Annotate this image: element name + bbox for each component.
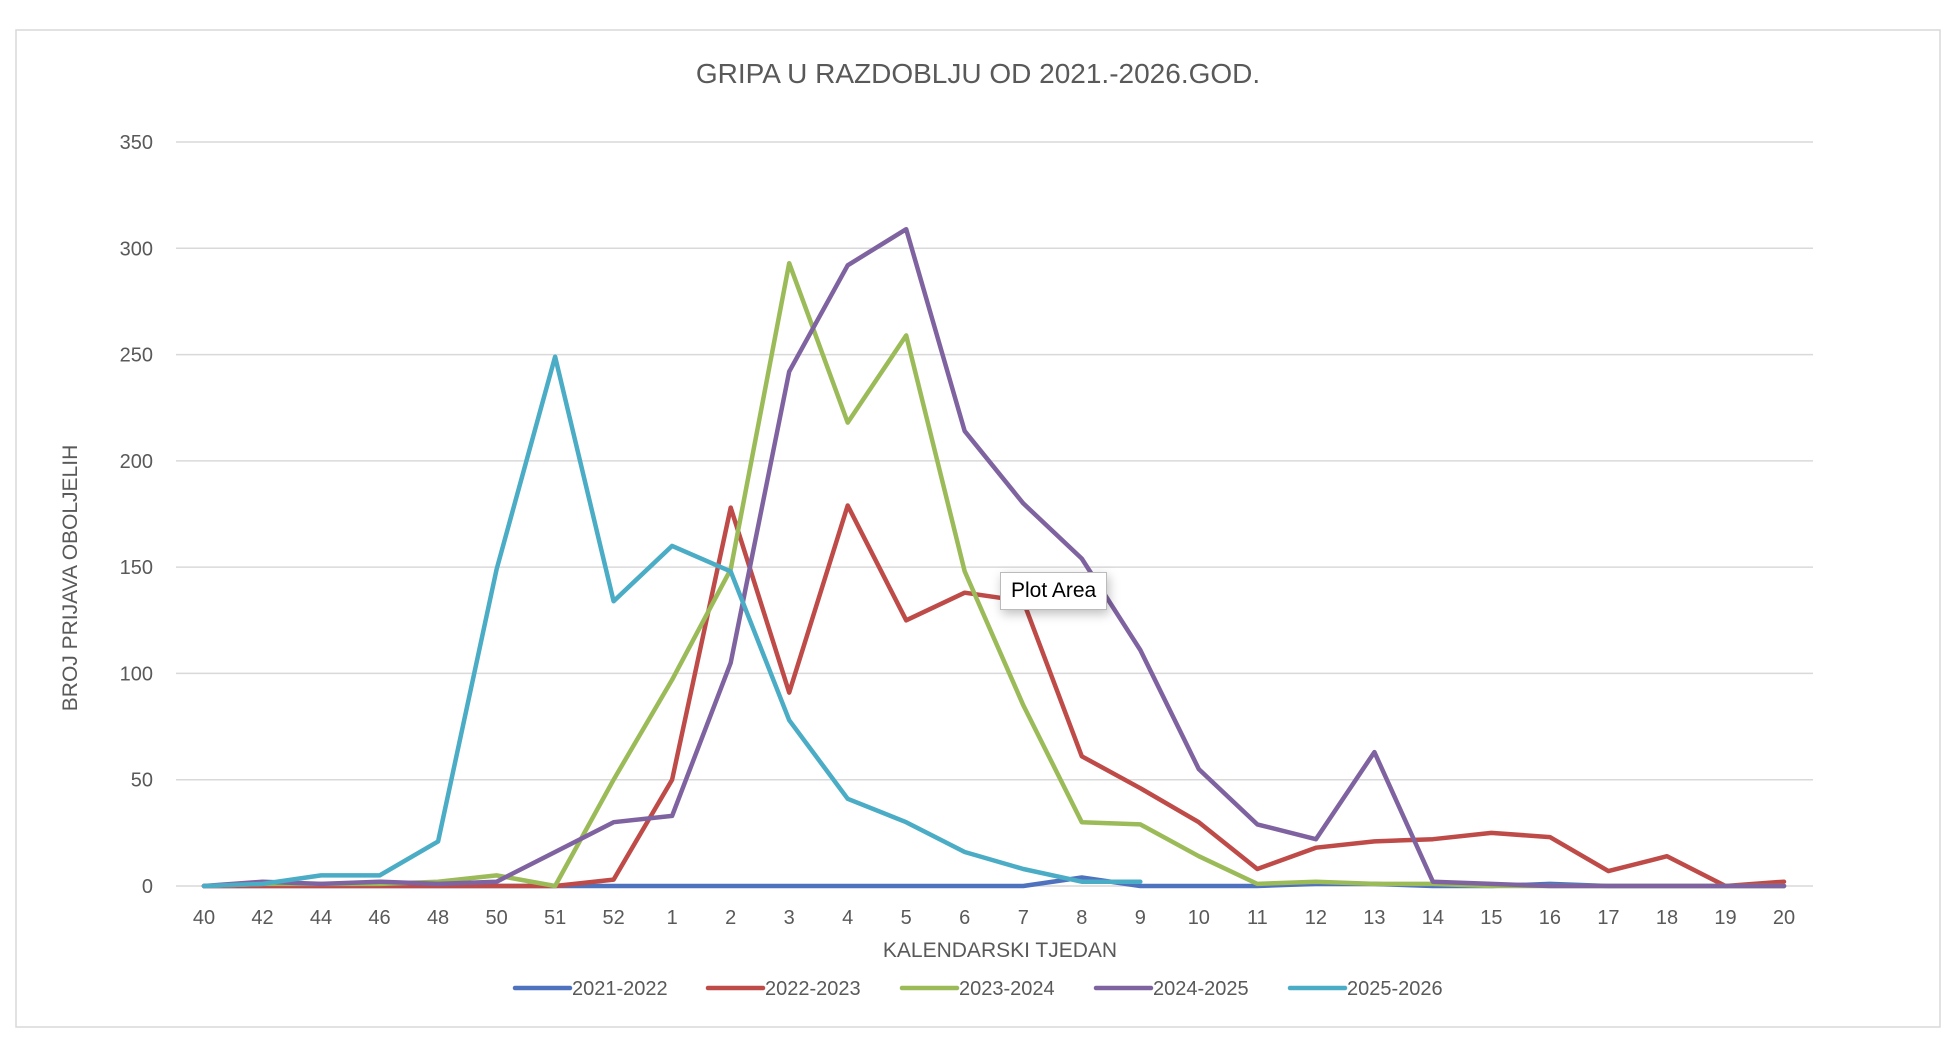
series-line-2022-2023[interactable] xyxy=(201,503,1787,889)
x-tick-label: 2 xyxy=(725,907,736,929)
x-tick-label: 40 xyxy=(193,907,215,929)
x-tick-label: 52 xyxy=(603,907,625,929)
x-tick-label: 18 xyxy=(1656,907,1678,929)
legend-label: 2023-2024 xyxy=(959,978,1055,1000)
legend-label: 2022-2023 xyxy=(765,978,861,1000)
y-tick-label: 50 xyxy=(131,770,153,792)
x-tick-label: 12 xyxy=(1305,907,1327,929)
legend-item-2021-2022[interactable]: 2021-2022 xyxy=(512,978,668,1000)
x-tick-label: 14 xyxy=(1422,907,1444,929)
legend-label: 2021-2022 xyxy=(572,978,668,1000)
x-tick-label: 4 xyxy=(842,907,853,929)
y-tick-label: 200 xyxy=(120,451,153,473)
x-tick-label: 9 xyxy=(1135,907,1146,929)
legend-label: 2025-2026 xyxy=(1347,978,1443,1000)
plot-area-tooltip: Plot Area xyxy=(1000,572,1108,610)
x-tick-label: 5 xyxy=(901,907,912,929)
legend-item-2022-2023[interactable]: 2022-2023 xyxy=(705,978,861,1000)
x-tick-label: 15 xyxy=(1480,907,1502,929)
x-tick-label: 42 xyxy=(251,907,273,929)
x-tick-label: 8 xyxy=(1076,907,1087,929)
legend-label: 2024-2025 xyxy=(1153,978,1249,1000)
x-tick-label: 6 xyxy=(959,907,970,929)
x-tick-label: 1 xyxy=(667,907,678,929)
x-tick-label: 50 xyxy=(485,907,507,929)
chart-title: GRIPA U RAZDOBLJU OD 2021.-2026.GOD. xyxy=(696,58,1260,89)
legend-item-2025-2026[interactable]: 2025-2026 xyxy=(1287,978,1443,1000)
x-tick-label: 11 xyxy=(1247,907,1268,929)
y-tick-label: 100 xyxy=(120,663,153,685)
x-tick-label: 19 xyxy=(1714,907,1736,929)
x-axis-label: KALENDARSKI TJEDAN xyxy=(883,939,1117,962)
y-axis-label: BROJ PRIJAVA OBOLJELIH xyxy=(59,445,82,711)
x-tick-label: 7 xyxy=(1018,907,1029,929)
series-line-2024-2025[interactable] xyxy=(201,226,1787,889)
x-tick-label: 10 xyxy=(1188,907,1210,929)
x-tick-label: 3 xyxy=(784,907,795,929)
y-tick-label: 0 xyxy=(142,876,153,898)
x-tick-label: 16 xyxy=(1539,907,1561,929)
x-tick-label: 17 xyxy=(1597,907,1619,929)
x-tick-label: 48 xyxy=(427,907,449,929)
x-tick-label: 44 xyxy=(310,907,332,929)
x-tick-label: 13 xyxy=(1363,907,1385,929)
y-tick-label: 350 xyxy=(120,132,153,154)
x-tick-label: 51 xyxy=(544,907,566,929)
x-tick-label: 20 xyxy=(1773,907,1795,929)
chart-border xyxy=(15,29,1941,1028)
y-tick-label: 300 xyxy=(120,238,153,260)
series-line-2025-2026[interactable] xyxy=(201,354,1143,889)
y-tick-label: 250 xyxy=(120,345,153,367)
x-tick-label: 46 xyxy=(368,907,390,929)
legend-item-2023-2024[interactable]: 2023-2024 xyxy=(899,978,1055,1000)
legend-item-2024-2025[interactable]: 2024-2025 xyxy=(1093,978,1249,1000)
y-tick-label: 150 xyxy=(120,557,153,579)
